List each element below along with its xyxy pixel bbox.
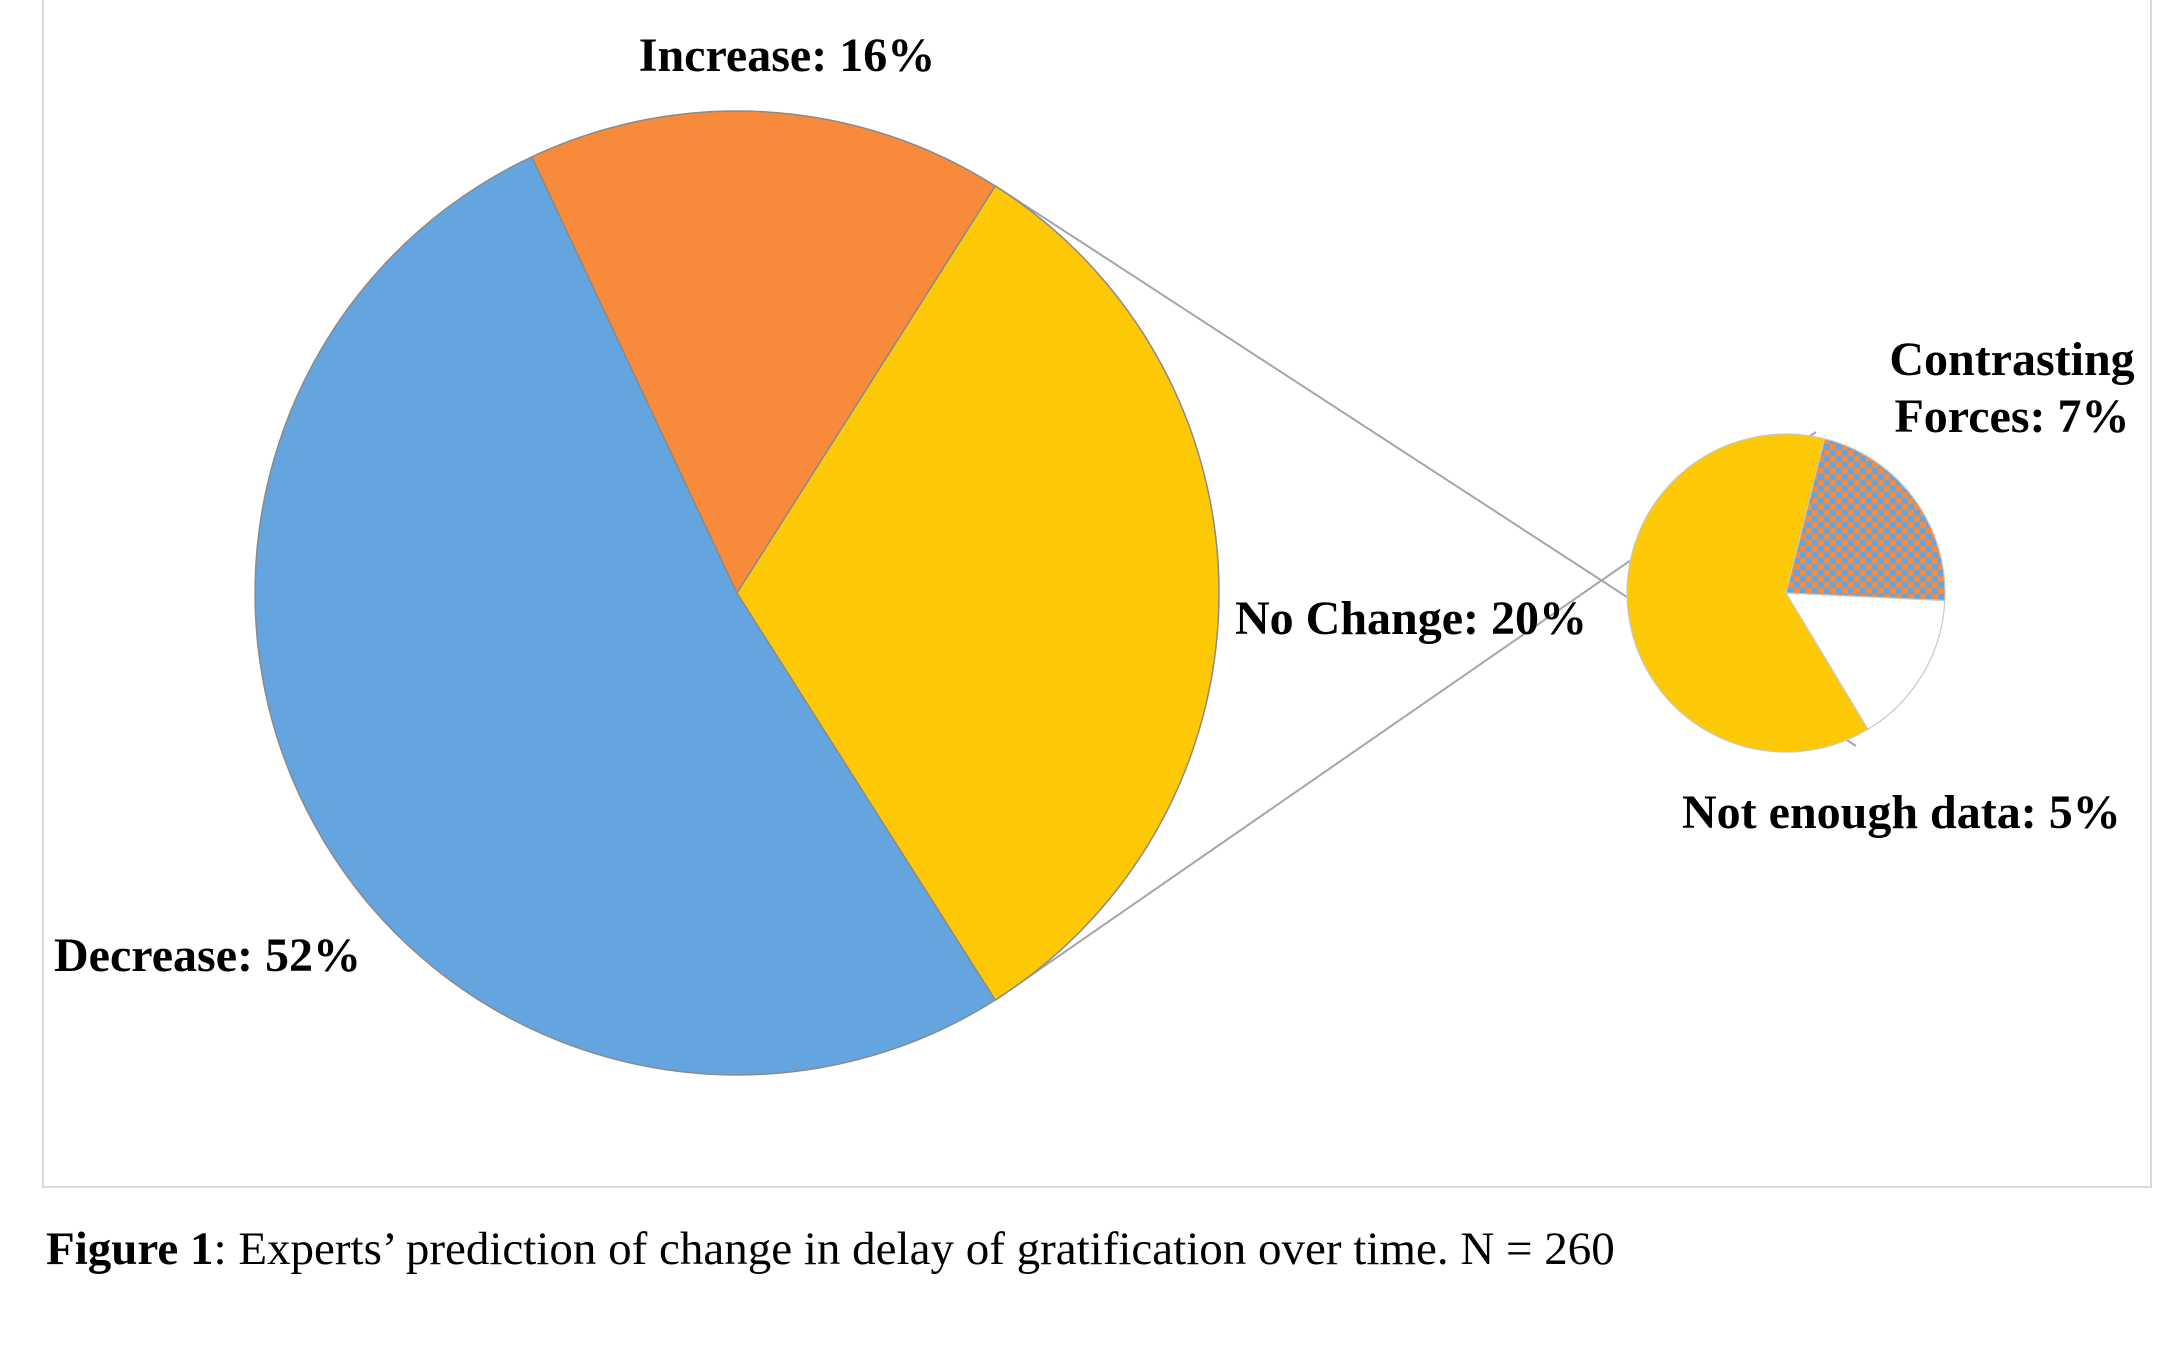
main-slice-decrease (254, 155, 997, 1076)
label-no-change: No Change: 20% (1235, 592, 1587, 645)
label-decrease: Decrease: 52% (54, 929, 361, 982)
main-pie (254, 110, 1220, 1076)
label-contrasting-forces-line1: Contrasting (1889, 333, 2134, 386)
secondary-slice-no-change (1626, 433, 1869, 753)
data-labels: Increase: 16% Decrease: 52% No Change: 20%… (54, 29, 2135, 982)
main-slice-other (736, 184, 1220, 1002)
figure-label: Figure 1 (46, 1223, 214, 1275)
figure-caption: Figure 1: Experts’ prediction of change … (46, 1222, 1615, 1276)
secondary-slice-contrasting-forces (1785, 437, 1946, 602)
label-contrasting-forces-line2: Forces: 7% (1894, 390, 2129, 443)
secondary-pie (1626, 433, 1946, 753)
pie-of-pie-chart: Increase: 16% Decrease: 52% No Change: 20%… (54, 29, 2135, 1076)
secondary-slice-not-enough-data (1784, 592, 1946, 731)
chart-frame (42, 0, 2152, 1188)
label-not-enough-data: Not enough data: 5% (1682, 786, 2121, 839)
label-increase: Increase: 16% (639, 29, 935, 82)
main-slice-increase (530, 110, 997, 595)
figure-caption-text: : Experts’ prediction of change in delay… (213, 1223, 1615, 1275)
